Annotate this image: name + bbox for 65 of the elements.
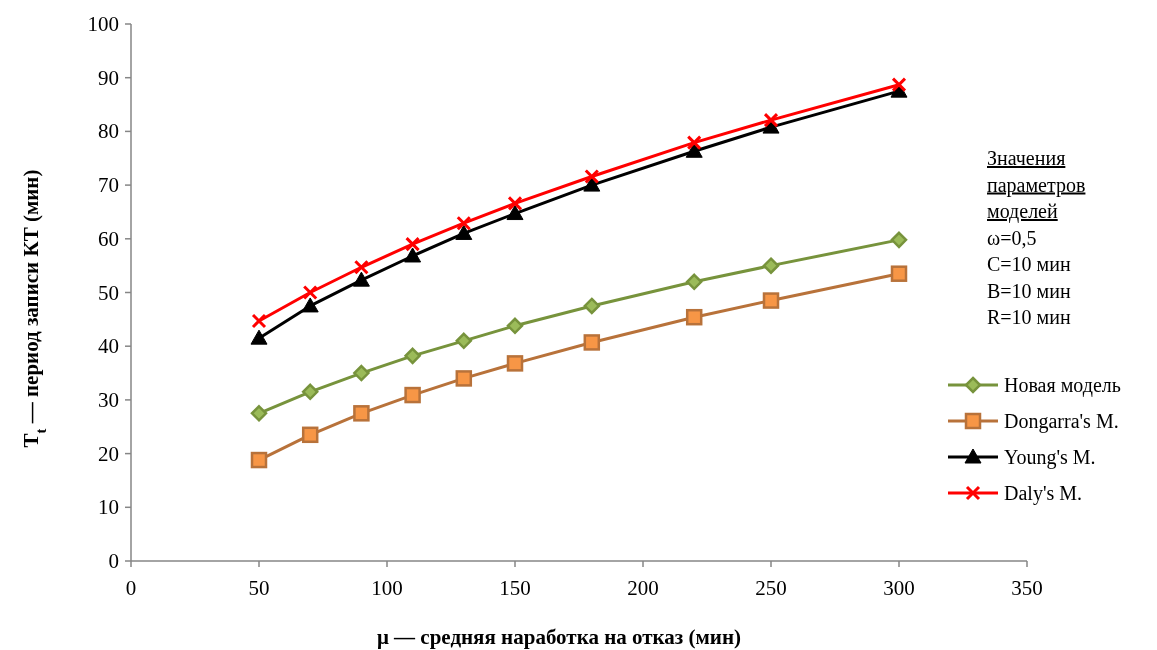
y-tick-label: 10 (98, 495, 119, 520)
point (455, 370, 473, 387)
point (405, 236, 421, 252)
point (353, 405, 370, 422)
x-tick-label: 200 (627, 576, 659, 600)
point (506, 355, 524, 372)
point (404, 247, 422, 263)
x-tick-label: 0 (125, 576, 137, 600)
legend-label: Daly's M. (1004, 482, 1083, 505)
y-tick-label: 100 (87, 12, 119, 36)
point (250, 451, 268, 469)
y-tick-label: 70 (98, 173, 119, 198)
point (404, 386, 421, 404)
y-tick-label: 20 (98, 441, 119, 466)
y-tick-label: 80 (98, 119, 119, 144)
point (302, 285, 318, 300)
point (763, 112, 779, 128)
x-tick-label: 150 (499, 576, 531, 600)
point (891, 77, 907, 93)
x-tick-label: 300 (883, 576, 915, 600)
point (250, 329, 268, 345)
x-tick-label: 50 (248, 576, 270, 600)
y-tick-label: 90 (98, 65, 119, 90)
point (251, 313, 267, 329)
point (301, 426, 319, 444)
x-axis-title: μ — средняя наработка на отказ (мин) (376, 625, 742, 649)
point (455, 224, 473, 240)
point (455, 332, 473, 350)
legend-label: Young's M. (1004, 446, 1096, 469)
point (456, 215, 472, 231)
y-tick-label: 50 (98, 280, 119, 305)
point (507, 195, 523, 211)
point (583, 176, 601, 192)
y-tick-label: 30 (98, 387, 119, 412)
point (250, 405, 268, 422)
point (762, 292, 780, 309)
point (890, 265, 908, 282)
annotation: R=10 мин (987, 306, 1071, 328)
point (583, 297, 601, 315)
point (404, 347, 421, 365)
annotation: ω=0,5 (987, 226, 1037, 249)
point (353, 364, 370, 382)
point (301, 383, 319, 401)
point (762, 257, 780, 274)
point (506, 317, 524, 335)
point (685, 308, 703, 326)
point (506, 205, 524, 221)
x-tick-label: 100 (371, 576, 403, 600)
y-tick-label: 0 (108, 549, 119, 573)
annotation: B=10 мин (987, 279, 1071, 302)
point (583, 334, 601, 351)
legend-label: Dongarra's M. (1004, 410, 1119, 433)
point (584, 169, 600, 185)
point (301, 297, 319, 313)
y-tick-label: 40 (98, 334, 119, 359)
annotation: C=10 мин (987, 253, 1071, 275)
x-tick-label: 350 (1011, 576, 1043, 600)
point (890, 231, 908, 249)
legend-label: Новая модель (1004, 374, 1121, 397)
point (352, 271, 370, 287)
x-tick-label: 250 (755, 576, 787, 600)
point (685, 273, 703, 291)
point (686, 135, 702, 151)
point (353, 259, 369, 275)
y-tick-label: 60 (98, 226, 119, 251)
